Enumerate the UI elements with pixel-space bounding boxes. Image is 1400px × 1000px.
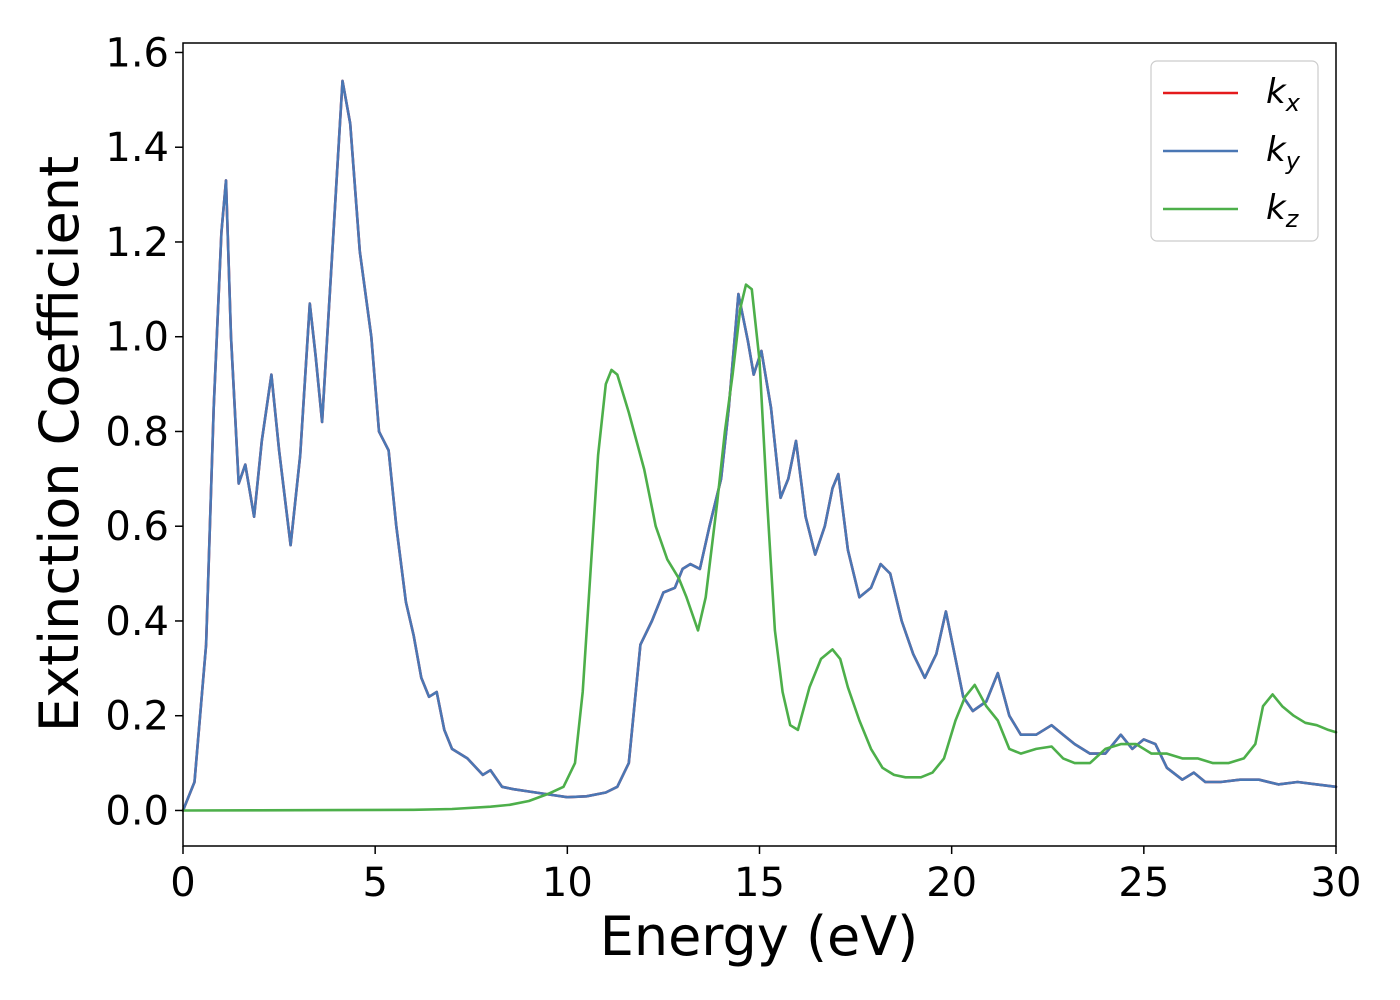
legend-label-kz: kz [1266,188,1300,233]
x-axis-title: Energy (eV) [600,905,919,968]
plot-area [183,43,1336,846]
y-tick-label: 1.2 [105,220,169,266]
legend-label-kx: kx [1266,72,1301,117]
x-tick-label: 30 [1311,860,1362,906]
x-tick-label: 20 [926,860,977,906]
y-tick-label: 0.0 [105,788,169,834]
legend: kx ky kz [1150,60,1319,242]
series-line-kz [181,283,1338,812]
x-tick-label: 25 [1118,860,1169,906]
series-line-ky [181,79,1338,812]
y-tick-label: 1.4 [105,125,169,171]
series-layer [181,79,1338,812]
x-tick-label: 0 [170,860,195,906]
y-tick-label: 1.0 [105,315,169,361]
x-tick-label: 10 [542,860,593,906]
x-tick-label: 15 [734,860,785,906]
x-axis-ticks: 0 5 10 15 20 25 30 [170,846,1361,906]
y-tick-label: 0.8 [105,409,169,455]
y-tick-label: 1.6 [105,30,169,76]
y-tick-label: 0.2 [105,694,169,740]
x-tick-label: 5 [362,860,387,906]
y-tick-label: 0.4 [105,599,169,645]
y-axis-ticks: 0.0 0.2 0.4 0.6 0.8 1.0 1.2 1.4 1.6 [105,30,183,834]
y-axis-title: Extinction Coefficient [28,156,91,732]
y-tick-label: 0.6 [105,504,169,550]
legend-label-ky: ky [1266,130,1301,175]
